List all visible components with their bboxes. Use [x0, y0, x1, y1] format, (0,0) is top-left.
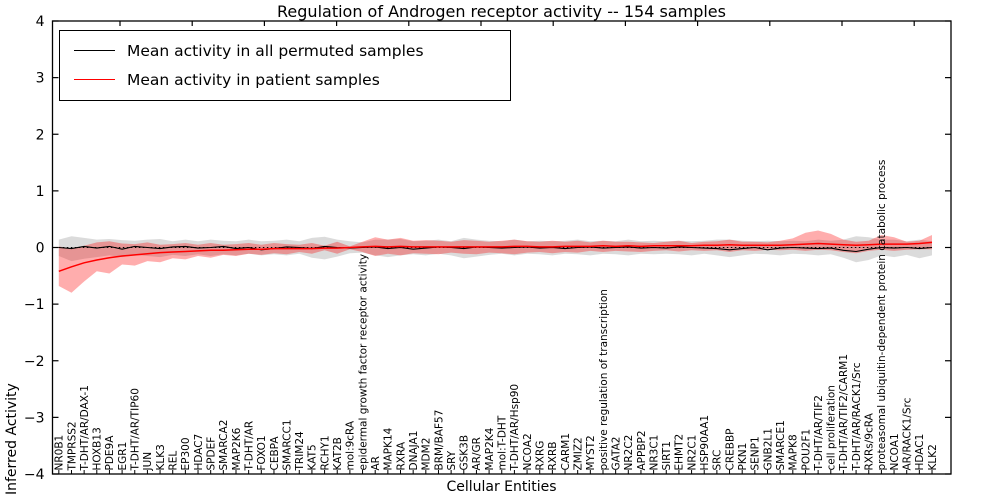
x-tick-label: GSK3B	[459, 435, 471, 471]
x-tick-label: NCOA1	[889, 433, 901, 470]
x-tick-label: NR3C1	[648, 435, 660, 471]
x-tick-label: EGR1	[117, 442, 129, 471]
y-tick-label: 1	[36, 184, 45, 200]
x-tick-label: NCOA2	[522, 433, 534, 470]
x-tick-label: AR	[370, 456, 382, 470]
x-tick-label: FOXO1	[256, 435, 268, 470]
x-tick-label: TMPRSS2	[66, 421, 78, 471]
patient-band	[58, 230, 933, 293]
y-tick-label: 3	[36, 71, 45, 87]
x-tick-label: SIRT1	[661, 441, 673, 470]
x-tick-label: HSP90AA1	[699, 415, 711, 471]
x-tick-label: REL	[168, 451, 180, 471]
x-tick-label: epidermal growth factor receptor activit…	[357, 254, 369, 471]
x-tick-label: TRIM24	[294, 431, 306, 472]
x-tick-label: GATA2	[610, 437, 622, 471]
x-tick-label: T-DHT/AR/TIP60	[130, 388, 142, 471]
x-tick-label: DNAJA1	[408, 431, 420, 471]
x-tick-label: T-DHT/AR/DAX-1	[79, 385, 91, 471]
x-tick-label: T-DHT/AR/RACK1/Src	[851, 362, 863, 471]
x-tick-label: PDE9A	[104, 435, 116, 471]
x-tick-label: PKN1	[737, 443, 749, 471]
x-tick-label: NR2C1	[686, 435, 698, 471]
legend-item-patient: Mean activity in patient samples	[60, 65, 510, 94]
y-tick-label: −1	[24, 297, 45, 313]
y-tick-label: 0	[36, 241, 45, 257]
x-tick-label: BRM/BAF57	[433, 410, 445, 471]
x-tick-label: MYST2	[585, 435, 597, 470]
x-tick-label: MAPK8	[788, 434, 800, 470]
x-tick-label: cell proliferation	[826, 385, 838, 470]
x-tick-label: SPDEF	[206, 437, 218, 471]
x-tick-label: RXRB	[547, 442, 559, 471]
x-tick-label: RXRG	[535, 441, 547, 471]
x-tick-label: RXRA	[395, 441, 407, 470]
x-tick-label: EP300	[180, 437, 192, 470]
x-tick-label: MAP2K6	[231, 427, 243, 470]
x-tick-label: CREBBP	[724, 429, 736, 471]
x-tick-label: MDM2	[421, 438, 433, 471]
x-tick-label: T-DHT/AR	[244, 421, 256, 472]
x-tick-label: KAT5	[307, 444, 319, 470]
x-tick-label: mol:T-DHT	[497, 415, 509, 470]
permuted-line-swatch	[74, 50, 115, 51]
x-tick-label: SENP1	[750, 436, 762, 470]
x-tick-label: KLK2	[927, 444, 939, 470]
x-tick-label: RCHY1	[319, 435, 331, 470]
y-tick-label: −3	[24, 410, 45, 426]
patient-line	[58, 241, 933, 273]
x-tick-label: POU2F1	[800, 429, 812, 471]
x-tick-label: APPBP2	[636, 430, 648, 470]
x-tick-label: T-DHT/AR/TIF2	[813, 395, 825, 471]
x-tick-label: NR2C2	[623, 435, 635, 471]
x-tick-label: CARM1	[560, 433, 572, 471]
x-tick-label: MAP2K4	[484, 427, 496, 470]
x-tick-label: SMARCC1	[281, 419, 293, 470]
x-tick-label: mol:9cRA	[345, 420, 357, 470]
x-tick-label: HDAC7	[193, 434, 205, 471]
legend-label-permuted: Mean activity in all permuted samples	[127, 41, 424, 60]
legend-label-patient: Mean activity in patient samples	[127, 70, 380, 89]
x-tick-label: KAT2B	[332, 437, 344, 470]
y-tick-label: 2	[36, 127, 45, 143]
x-tick-label: SMARCE1	[775, 420, 787, 470]
x-tick-label: EHMT2	[674, 434, 686, 471]
x-tick-label: AR/GR	[471, 437, 483, 470]
x-tick-label: SRC	[712, 450, 724, 471]
legend-item-permuted: Mean activity in all permuted samples	[60, 36, 510, 65]
x-tick-label: CEBPA	[269, 436, 281, 471]
x-tick-label: JUN	[142, 452, 154, 472]
patient-line-swatch	[74, 79, 115, 80]
chart-title: Regulation of Androgen receptor activity…	[277, 2, 726, 21]
y-tick-label: −4	[24, 467, 45, 483]
x-tick-label: SRY	[446, 450, 458, 470]
x-tick-label: T-DHT/AR/TIF2/CARM1	[838, 354, 850, 472]
x-tick-label: MAPK14	[383, 427, 395, 470]
x-tick-label: SMARCA2	[218, 420, 230, 471]
x-tick-label: KLK3	[155, 444, 167, 470]
x-tick-label: proteasomal ubiquitin-dependent protein …	[876, 160, 888, 471]
x-tick-label: T-DHT/AR/Hsp90	[509, 384, 521, 472]
x-tick-label: HDAC1	[914, 434, 926, 471]
x-tick-label: AR/RACK1/Src	[902, 397, 914, 470]
permuted-line	[58, 245, 933, 253]
x-tick-label: HOXB13	[92, 427, 104, 470]
x-tick-label: GNB2L1	[762, 428, 774, 470]
x-tick-label: ZMIZ2	[573, 437, 585, 470]
y-tick-label: 4	[36, 14, 45, 30]
x-tick-label: RXRs/9cRA	[864, 412, 876, 470]
x-tick-label: positive regulation of transcription	[598, 289, 610, 470]
permuted-band	[58, 236, 933, 263]
x-tick-label: NR0B1	[54, 435, 66, 471]
y-tick-label: −2	[24, 354, 45, 370]
x-axis-label: Cellular Entities	[446, 479, 557, 495]
legend: Mean activity in all permuted samples Me…	[59, 30, 511, 101]
